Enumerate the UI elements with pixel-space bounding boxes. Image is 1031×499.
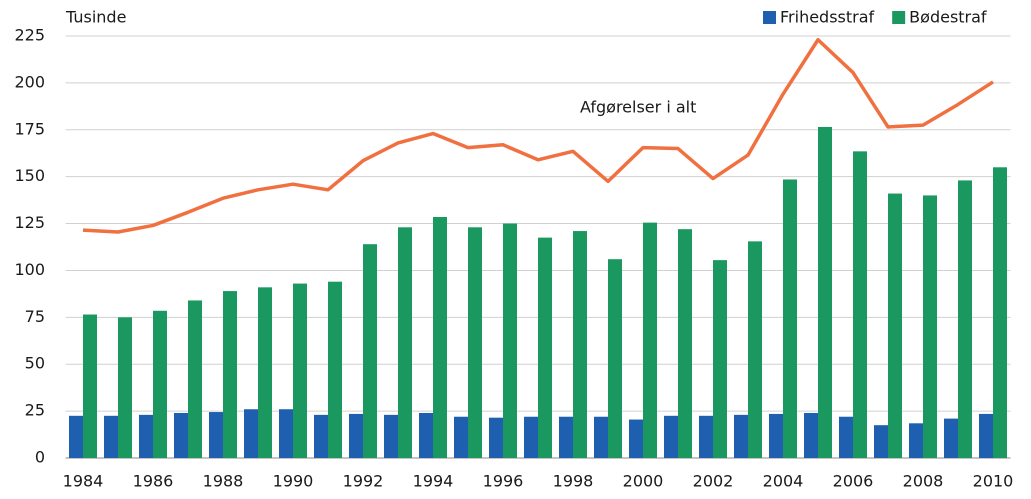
bar <box>118 317 132 458</box>
bar <box>748 241 762 458</box>
y-tick-label: 200 <box>14 72 45 91</box>
bar <box>874 425 888 458</box>
bar <box>699 415 713 458</box>
bar <box>524 416 538 458</box>
bar <box>839 416 853 458</box>
bar <box>454 416 468 458</box>
x-tick-label: 1986 <box>133 472 174 491</box>
x-tick-label: 2006 <box>833 472 874 491</box>
x-tick-label: 1984 <box>63 472 104 491</box>
x-tick-label: 1994 <box>413 472 454 491</box>
bar <box>104 415 118 458</box>
y-tick-label: 125 <box>14 213 45 232</box>
x-tick-label: 1996 <box>483 472 524 491</box>
bar <box>853 151 867 458</box>
x-tick-label: 2002 <box>693 472 734 491</box>
bar <box>489 417 503 458</box>
bar <box>349 413 363 458</box>
bar <box>804 412 818 458</box>
y-tick-label: 50 <box>25 354 45 373</box>
bar <box>398 227 412 458</box>
x-tick-label: 2000 <box>623 472 664 491</box>
x-tick-label: 1990 <box>273 472 314 491</box>
bar <box>433 216 447 458</box>
y-tick-label: 225 <box>14 26 45 45</box>
bar <box>559 416 573 458</box>
bar <box>69 415 83 458</box>
bar <box>594 416 608 458</box>
y-axis-unit: Tusinde <box>65 8 126 27</box>
x-tick-label: 2004 <box>763 472 804 491</box>
bar <box>958 180 972 458</box>
bar <box>769 413 783 458</box>
x-tick-label: 1992 <box>343 472 384 491</box>
bar <box>328 281 342 458</box>
bar <box>293 283 307 458</box>
bar <box>818 126 832 458</box>
bar <box>363 244 377 458</box>
bar <box>909 423 923 458</box>
legend-swatch <box>763 11 776 24</box>
bar <box>734 414 748 458</box>
bar <box>83 314 97 458</box>
bar <box>664 415 678 458</box>
bar <box>993 167 1007 459</box>
legend-label: Bødestraf <box>909 8 987 27</box>
x-tick-label: 2008 <box>903 472 944 491</box>
bar <box>538 237 552 458</box>
bar <box>384 414 398 458</box>
bar <box>573 231 587 458</box>
bar <box>188 300 202 458</box>
x-tick-label: 1988 <box>203 472 244 491</box>
bar <box>979 413 993 458</box>
y-tick-label: 25 <box>25 401 45 420</box>
bar <box>608 259 622 458</box>
bar <box>314 414 328 458</box>
y-tick-label: 150 <box>14 166 45 185</box>
bar <box>244 409 258 458</box>
bar <box>923 195 937 458</box>
x-tick-label: 2010 <box>973 472 1014 491</box>
bar <box>153 310 167 458</box>
x-tick-label: 1998 <box>553 472 594 491</box>
y-tick-label: 75 <box>25 307 45 326</box>
y-tick-label: 0 <box>35 448 45 467</box>
bar <box>419 412 433 458</box>
bar <box>629 419 643 458</box>
bar <box>503 223 517 458</box>
bar <box>944 418 958 458</box>
bar <box>279 409 293 458</box>
bar <box>258 287 272 458</box>
bar <box>678 229 692 458</box>
line-label: Afgørelser i alt <box>580 98 696 117</box>
legend-label: Frihedsstraf <box>780 8 875 27</box>
bar <box>139 414 153 458</box>
bar <box>223 291 237 458</box>
y-tick-label: 100 <box>14 260 45 279</box>
y-tick-label: 175 <box>14 119 45 138</box>
legend-swatch <box>892 11 906 24</box>
bar <box>174 412 188 458</box>
bar <box>468 227 482 458</box>
line <box>82 38 994 234</box>
bar <box>888 193 902 458</box>
bar <box>643 222 657 458</box>
bar <box>209 412 223 458</box>
bar <box>713 260 727 458</box>
bar <box>783 179 797 459</box>
